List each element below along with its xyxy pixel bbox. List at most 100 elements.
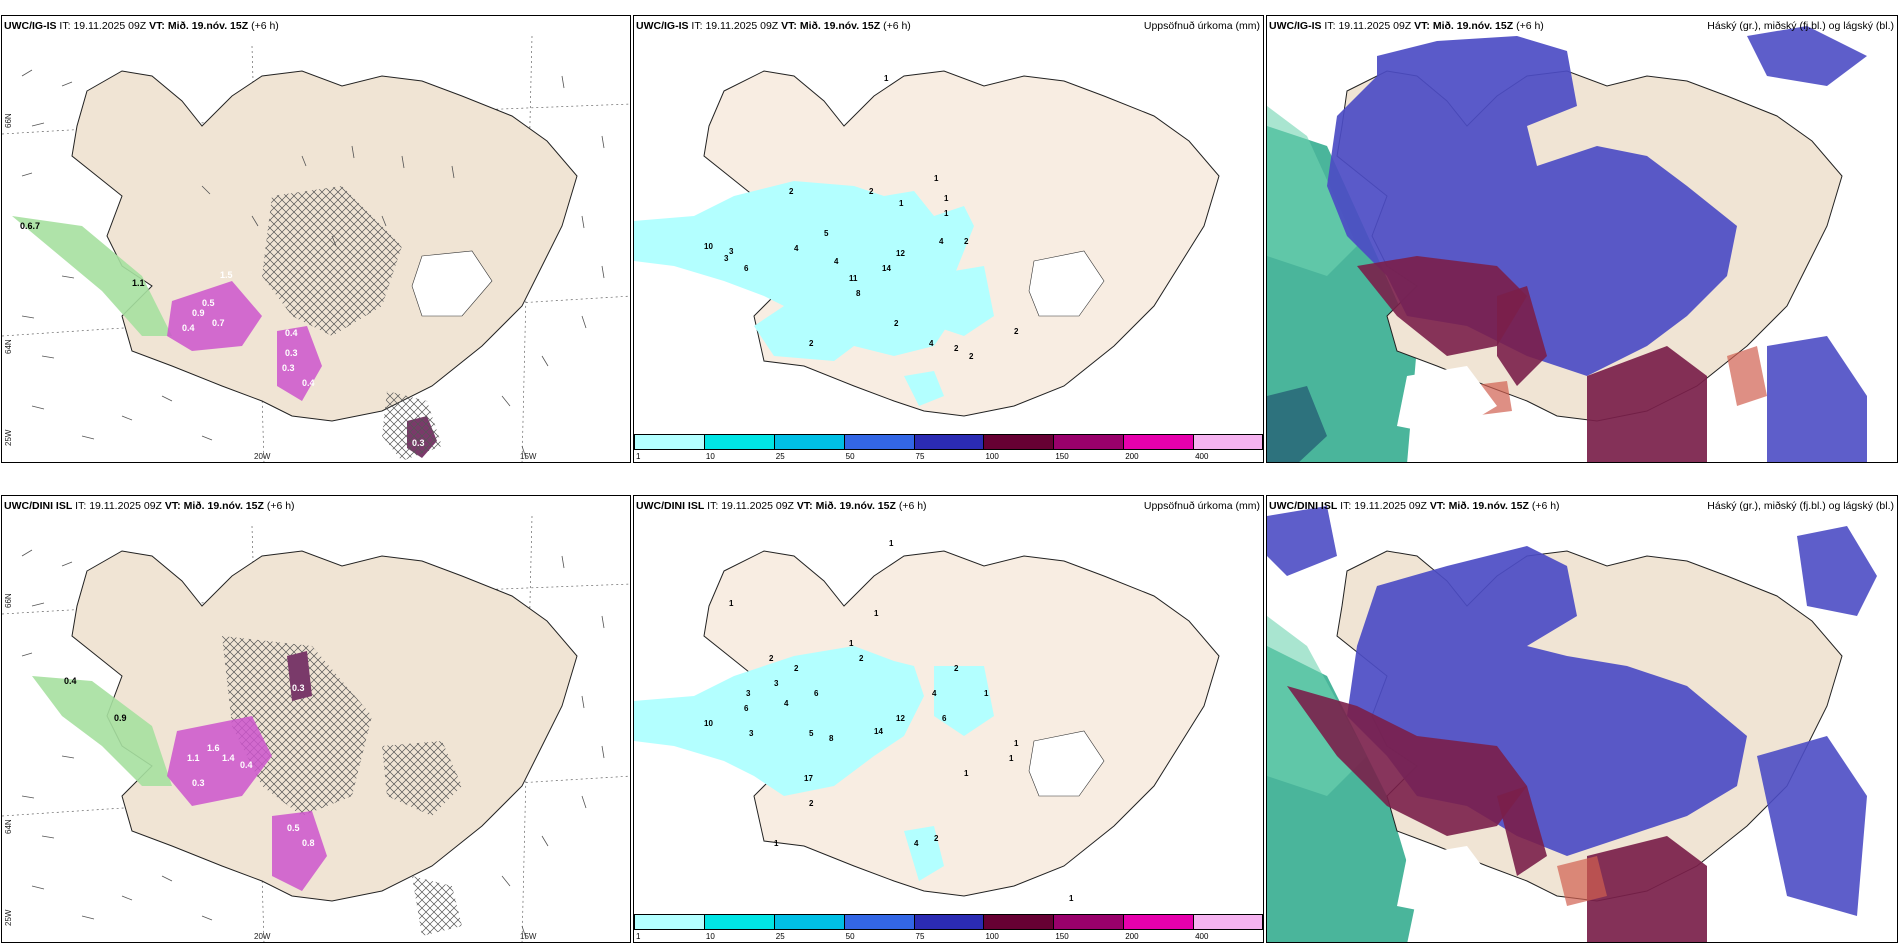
panel-title: Háský (gr.), miðský (fj.bl.) og lágský (… bbox=[1707, 20, 1894, 32]
precip-label: 10 bbox=[704, 719, 713, 728]
legend-label: 25 bbox=[775, 452, 785, 461]
precip-label: 17 bbox=[804, 774, 813, 783]
lat-tick: 64N bbox=[4, 339, 13, 354]
snow-label: 1.5 bbox=[220, 270, 233, 280]
precip-label: 1 bbox=[964, 769, 969, 778]
map-wind-top: 0.6.7 0.4 0.3 1.5 0.9 0.7 0.4 1.1 0.5 0.… bbox=[2, 35, 630, 462]
lat-tick: 64N bbox=[4, 819, 13, 834]
precip-label: 4 bbox=[914, 839, 919, 848]
precip-label: 2 bbox=[869, 187, 874, 196]
lon-tick: 15W bbox=[520, 932, 537, 941]
legend-swatch bbox=[843, 434, 914, 450]
precip-label: 8 bbox=[856, 289, 861, 298]
precip-label: 2 bbox=[969, 352, 974, 361]
legend-swatch bbox=[1123, 434, 1194, 450]
precip-label: 3 bbox=[746, 689, 751, 698]
snow-label: 0.4 bbox=[64, 676, 77, 686]
legend-swatch bbox=[983, 434, 1054, 450]
legend-label: 1 bbox=[636, 932, 641, 941]
snow-label: 0.6.7 bbox=[20, 221, 40, 231]
panel-top-clouds: UWC/IG-IS IT: 19.11.2025 09Z VT: Mið. 19… bbox=[1266, 15, 1898, 463]
map-precip-top: 1 1 1 2 2 1 1 5 4 4 6 3 10 3 11 12 14 8 … bbox=[634, 70, 1220, 417]
precip-label: 1 bbox=[984, 689, 989, 698]
precip-label: 1 bbox=[884, 74, 889, 83]
precip-label: 2 bbox=[794, 664, 799, 673]
precip-label: 5 bbox=[809, 729, 814, 738]
legend-label: 50 bbox=[845, 932, 855, 941]
legend-label: 150 bbox=[1055, 452, 1069, 461]
snow-label: 1.6 bbox=[207, 743, 220, 753]
snow-label: 0.3 bbox=[192, 778, 205, 788]
panel-header: UWC/DINI ISL IT: 19.11.2025 09Z VT: Mið.… bbox=[1269, 500, 1560, 512]
lon-tick: 25W bbox=[4, 909, 13, 926]
legend-swatch bbox=[843, 914, 914, 930]
legend-label: 75 bbox=[915, 452, 925, 461]
panel-header: UWC/IG-IS IT: 19.11.2025 09Z VT: Mið. 19… bbox=[4, 20, 279, 32]
panel-top-precip: UWC/IG-IS IT: 19.11.2025 09Z VT: Mið. 19… bbox=[633, 15, 1264, 463]
snow-label: 0.5 bbox=[202, 298, 215, 308]
panel-title: Uppsöfnuð úrkoma (mm) bbox=[1143, 500, 1260, 512]
legend-label: 200 bbox=[1125, 452, 1139, 461]
precip-label: 2 bbox=[954, 344, 959, 353]
snow-label: 0.3 bbox=[292, 683, 305, 693]
legend-swatch bbox=[1053, 434, 1124, 450]
legend-label: 400 bbox=[1195, 452, 1209, 461]
legend-label: 75 bbox=[915, 932, 925, 941]
snow-label: 1.4 bbox=[222, 753, 235, 763]
snow-label: 0.7 bbox=[212, 318, 225, 328]
panel-title: Háský (gr.), miðský (fj.bl.) og lágský (… bbox=[1707, 500, 1894, 512]
legend-frame bbox=[634, 914, 1263, 930]
precip-label: 2 bbox=[934, 834, 939, 843]
legend-label: 50 bbox=[845, 452, 855, 461]
precip-label: 2 bbox=[789, 187, 794, 196]
precip-label: 3 bbox=[729, 247, 734, 256]
precip-label: 6 bbox=[744, 704, 749, 713]
precip-label: 2 bbox=[954, 664, 959, 673]
precip-label: 4 bbox=[939, 237, 944, 246]
legend-label: 10 bbox=[705, 932, 715, 941]
legend-swatch bbox=[913, 434, 984, 450]
panel-bottom-precip: UWC/DINI ISL IT: 19.11.2025 09Z VT: Mið.… bbox=[633, 495, 1264, 943]
legend-swatch bbox=[773, 434, 844, 450]
legend-label: 400 bbox=[1195, 932, 1209, 941]
map-clouds-top bbox=[1267, 16, 1897, 462]
precip-label: 6 bbox=[942, 714, 947, 723]
legend-label: 1 bbox=[636, 452, 641, 461]
panel-title: Uppsöfnuð úrkoma (mm) bbox=[1143, 20, 1260, 32]
lat-tick: 66N bbox=[4, 113, 13, 128]
precip-label: 14 bbox=[882, 264, 891, 273]
legend-label: 100 bbox=[985, 452, 999, 461]
map-clouds-bottom bbox=[1267, 496, 1897, 942]
snow-label: 0.3 bbox=[282, 363, 295, 373]
precip-label: 2 bbox=[894, 319, 899, 328]
lon-tick: 20W bbox=[254, 932, 271, 941]
legend-swatch bbox=[773, 914, 844, 930]
precip-label: 1 bbox=[1009, 754, 1014, 763]
precip-label: 12 bbox=[896, 249, 905, 258]
legend-label: 100 bbox=[985, 932, 999, 941]
precip-label: 1 bbox=[944, 209, 949, 218]
map-wind-bottom: 0.4 0.9 1.1 1.6 1.4 0.4 0.3 0.5 0.3 0.8 bbox=[2, 515, 630, 942]
legend-swatch bbox=[1193, 914, 1263, 930]
legend-swatch bbox=[703, 914, 774, 930]
precip-label: 4 bbox=[794, 244, 799, 253]
precip-label: 8 bbox=[829, 734, 834, 743]
snow-label: 0.4 bbox=[285, 328, 298, 338]
precip-label: 6 bbox=[814, 689, 819, 698]
precip-label: 6 bbox=[744, 264, 749, 273]
precip-label: 4 bbox=[932, 689, 937, 698]
snow-label: 0.9 bbox=[192, 308, 205, 318]
precip-label: 1 bbox=[874, 609, 879, 618]
precip-label: 1 bbox=[774, 839, 779, 848]
lat-tick: 66N bbox=[4, 593, 13, 608]
precip-label: 3 bbox=[774, 679, 779, 688]
snow-label: 0.5 bbox=[287, 823, 300, 833]
panel-top-wind: UWC/IG-IS IT: 19.11.2025 09Z VT: Mið. 19… bbox=[1, 15, 631, 463]
precip-label: 1 bbox=[849, 639, 854, 648]
legend-label: 150 bbox=[1055, 932, 1069, 941]
snow-label: 0.8 bbox=[302, 838, 315, 848]
lon-tick: 25W bbox=[4, 429, 13, 446]
panel-header: UWC/DINI ISL IT: 19.11.2025 09Z VT: Mið.… bbox=[636, 500, 927, 512]
precip-legend: 1 10 25 50 75 100 150 200 400 bbox=[634, 914, 1263, 942]
snow-label: 0.4 bbox=[182, 323, 195, 333]
